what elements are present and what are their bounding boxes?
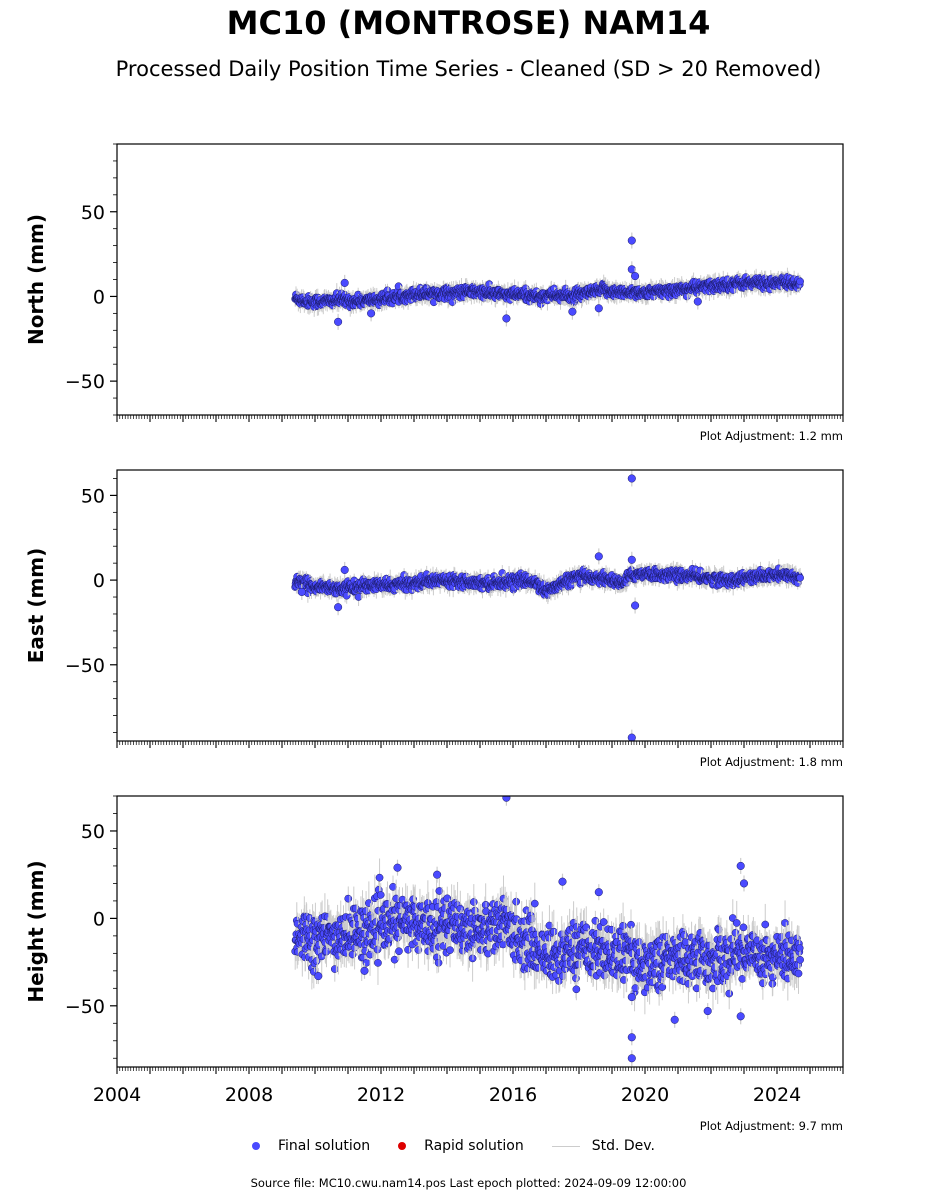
north-plot-adjustment: Plot Adjustment: 1.2 mm [700,429,843,443]
north-axis-label: North (mm) [24,214,48,345]
north-data-points [291,232,804,330]
north-outlier-point [502,314,511,323]
north-outlier-point [627,236,636,245]
north-data-point [796,277,804,286]
north-ytick-label: −50 [65,371,105,393]
north-ytick-label: 0 [93,286,105,308]
north-outlier-point [340,278,349,287]
north-outlier-point [367,309,376,318]
north-outlier-point [693,297,702,306]
chart-subtitle: Processed Daily Position Time Series - C… [115,57,822,81]
east-data-point [354,593,363,601]
chart-title: MC10 (MONTROSE) NAM14 [226,4,711,42]
east-data-points [291,470,804,741]
north-outlier-point [334,317,343,326]
north-outlier-point [627,265,636,274]
north-outlier-point [568,307,577,316]
north-outlier-point [631,272,640,281]
north-outlier-point [594,304,603,313]
north-ytick-label: 50 [81,202,105,224]
